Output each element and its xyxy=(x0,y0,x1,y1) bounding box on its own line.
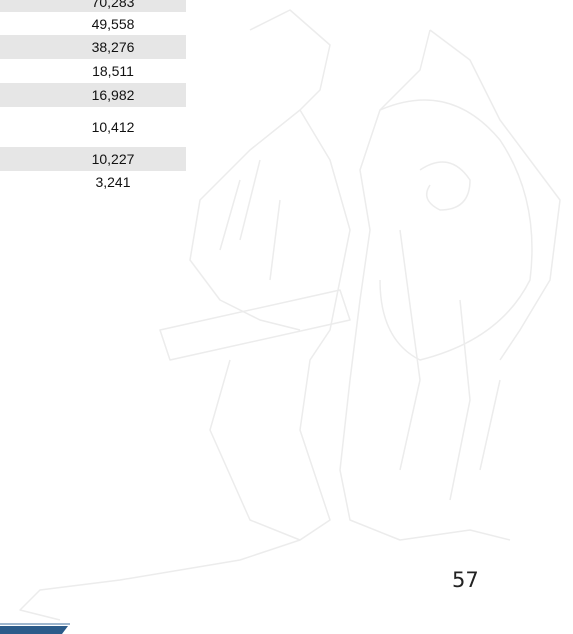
table: 70,283 49,558 38,276 18,511 16,982 10,412 10,2… xyxy=(0,0,186,193)
cell-value: 38,276 xyxy=(80,39,146,55)
table-row: 49,558 xyxy=(0,12,186,35)
table-row: 18,511 xyxy=(0,59,186,83)
table-row: 16,982 xyxy=(0,83,186,107)
cell-value: 16,982 xyxy=(80,87,146,103)
table-row: 10,412 xyxy=(0,107,186,147)
cell-value: 70,283 xyxy=(80,0,146,10)
cell-value: 49,558 xyxy=(80,16,146,32)
page: 70,283 49,558 38,276 18,511 16,982 10,412 10,2… xyxy=(0,0,573,634)
table-row: 38,276 xyxy=(0,35,186,59)
table-row: 70,283 xyxy=(0,0,186,12)
cell-value: 18,511 xyxy=(80,63,146,79)
cell-value: 10,412 xyxy=(80,119,146,135)
cell-value: 10,227 xyxy=(80,151,146,167)
table-row: 3,241 xyxy=(0,171,186,193)
page-number: 57 xyxy=(452,568,479,592)
table-row: 10,227 xyxy=(0,147,186,171)
cell-value: 3,241 xyxy=(80,174,146,190)
